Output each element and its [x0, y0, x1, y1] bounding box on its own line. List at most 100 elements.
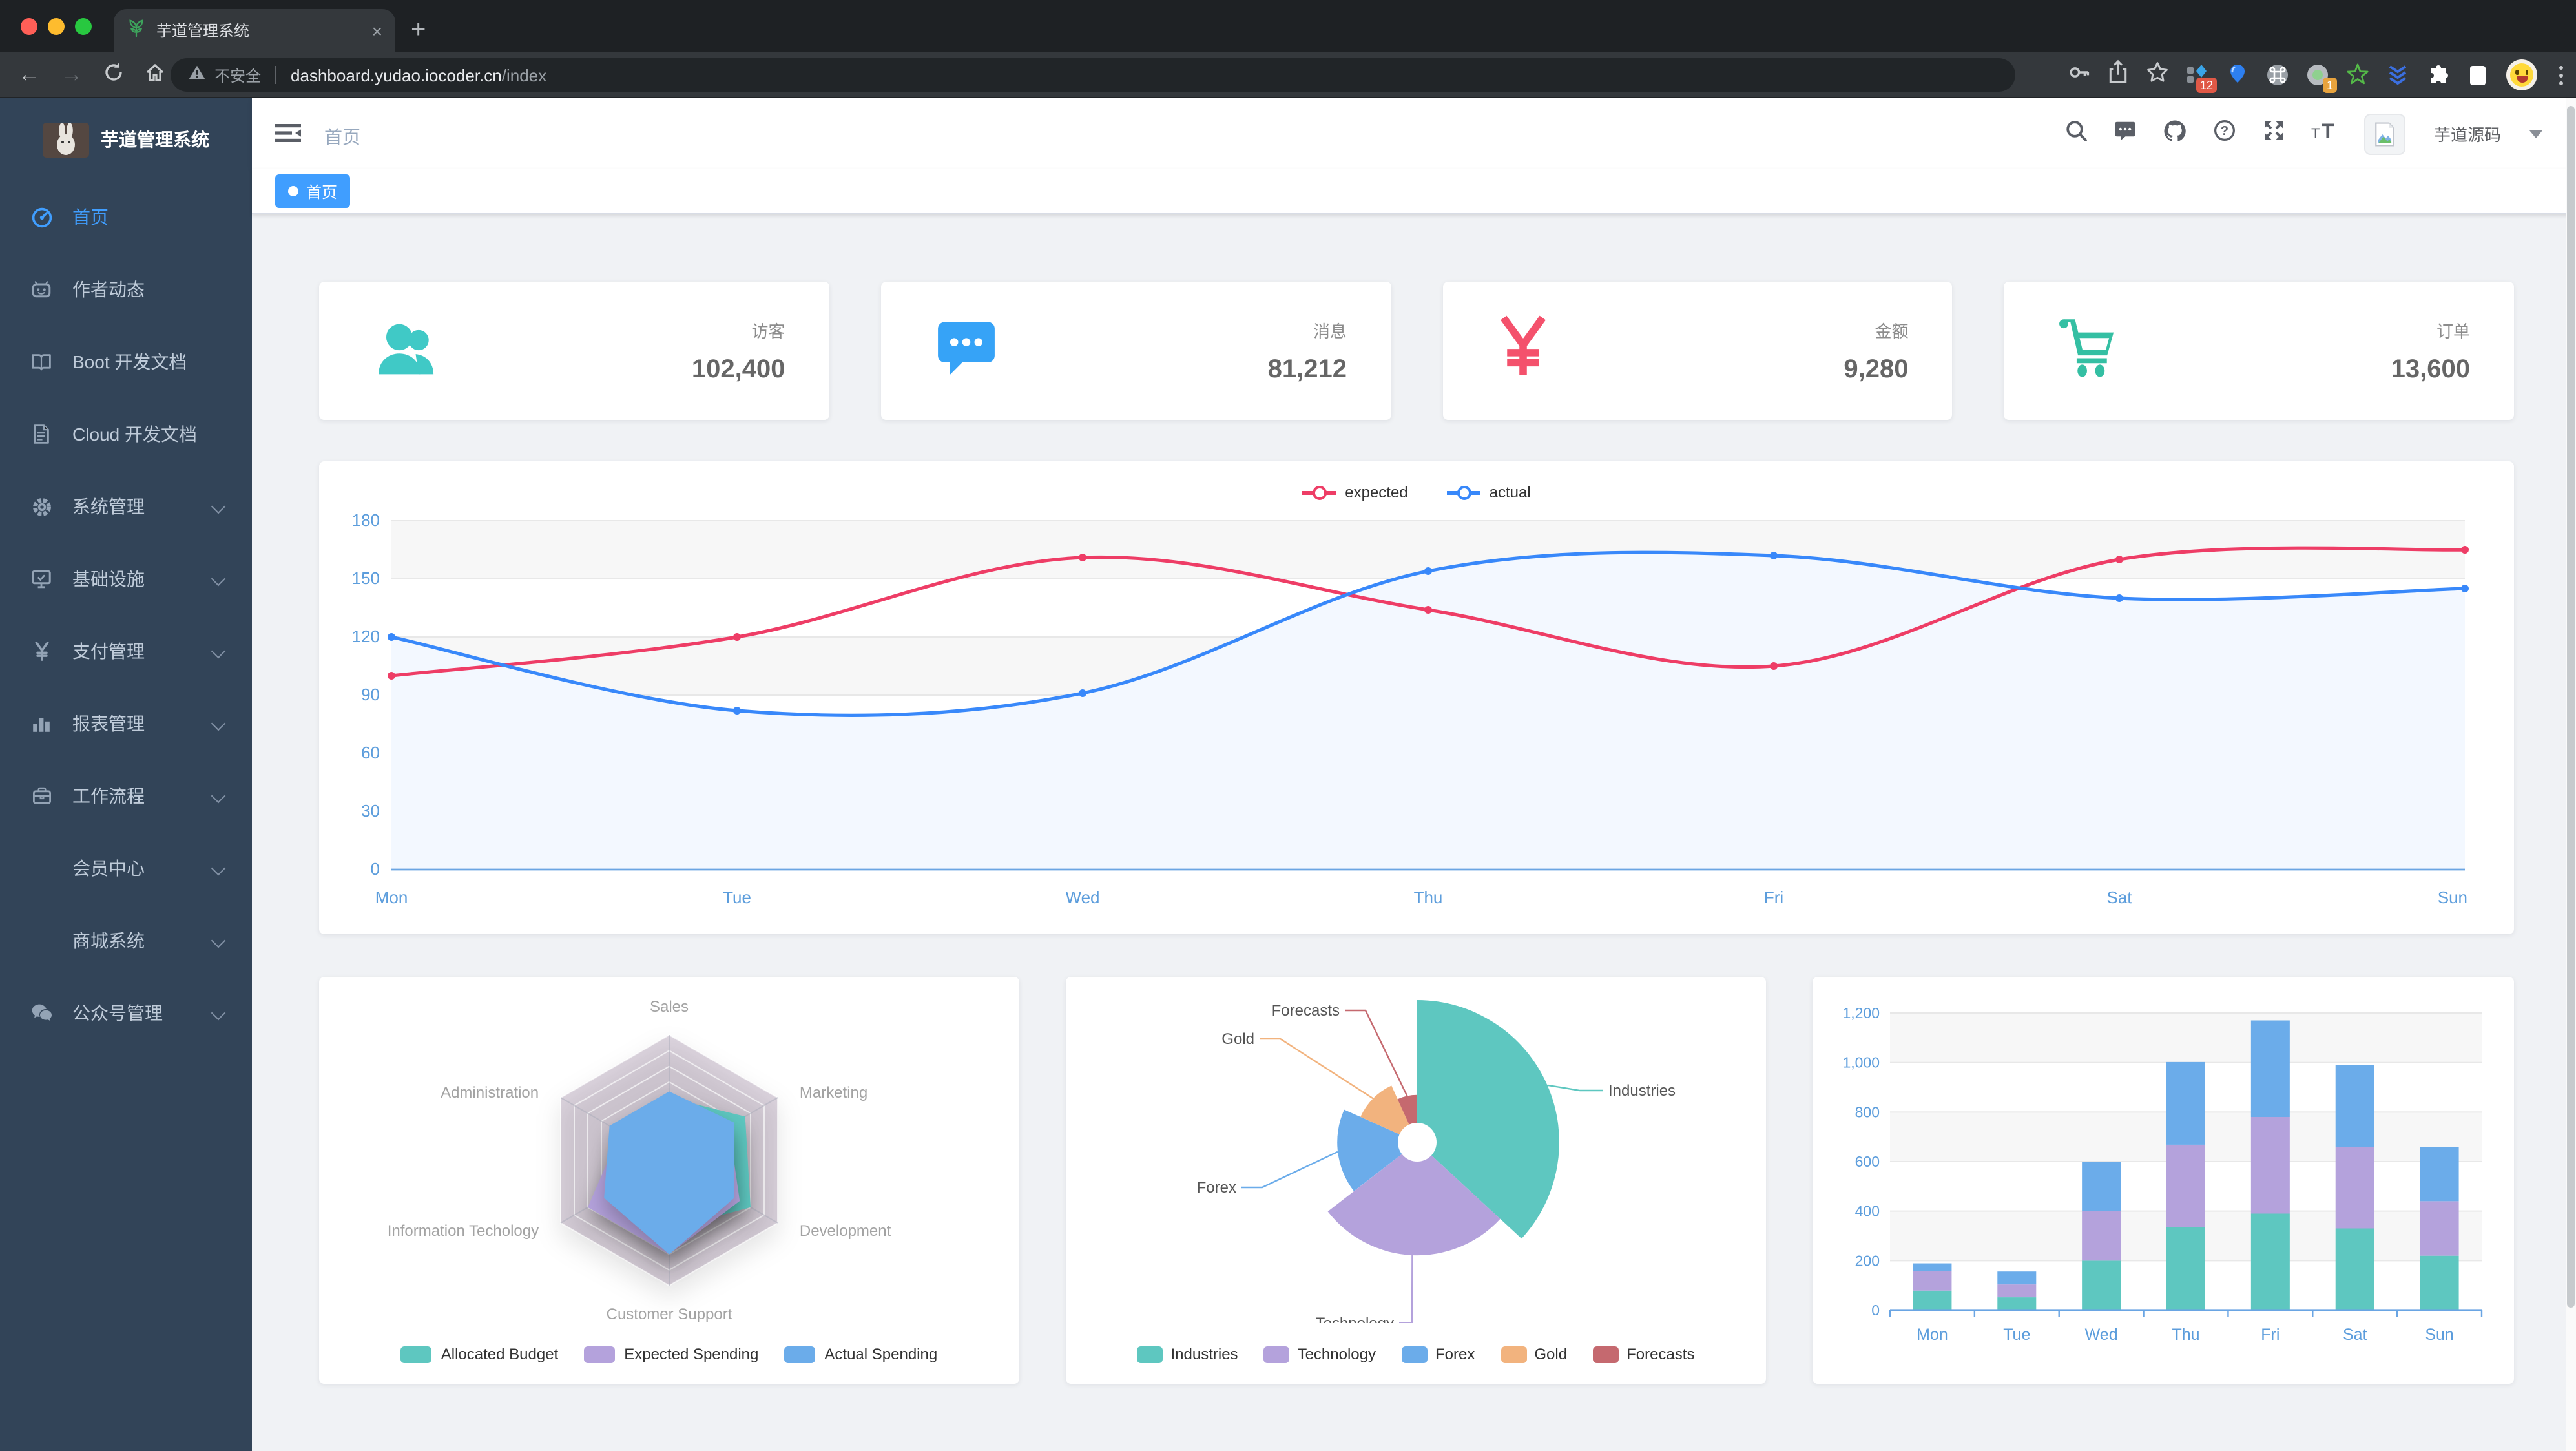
scrollbar-thumb[interactable] [2567, 106, 2575, 1308]
user-name[interactable]: 芋道源码 [2433, 125, 2501, 145]
browser-tab[interactable]: 芋道管理系统 × [114, 9, 395, 52]
stat-cards: 访客 102,400 消息 81,212 金额 9,280 订单 13,600 [319, 282, 2514, 420]
puzzle-extension-icon[interactable] [2426, 63, 2449, 87]
balloon-extension-icon[interactable] [2226, 63, 2249, 87]
stat-card-orders[interactable]: 订单 13,600 [2004, 282, 2514, 420]
monitor-icon [28, 567, 54, 590]
radar-chart: Sales Administration Information Techology… [388, 998, 891, 1323]
sidebar-item-12[interactable]: 公众号管理 [0, 977, 252, 1049]
extension-badge: 12 [2196, 78, 2217, 93]
search-icon[interactable] [2064, 119, 2088, 149]
svg-text:30: 30 [361, 801, 380, 820]
star-icon[interactable] [2146, 60, 2169, 90]
svg-text:180: 180 [352, 510, 380, 530]
help-icon[interactable]: ? [2213, 119, 2236, 149]
close-tab-icon[interactable]: × [371, 20, 382, 41]
svg-text:Thu: Thu [2172, 1326, 2199, 1344]
navbar-actions: ? T T 芋道源码 [2064, 98, 2542, 169]
url-path: /index [501, 65, 547, 85]
legend-item[interactable]: Industries [1137, 1345, 1238, 1363]
kite-extension-icon[interactable]: 12 [2186, 63, 2217, 93]
close-window-button[interactable] [21, 18, 37, 35]
legend-item[interactable]: Expected Spending [584, 1345, 758, 1363]
home-icon[interactable] [145, 61, 165, 89]
browser-menu-icon[interactable] [2559, 65, 2563, 85]
reload-icon[interactable] [103, 61, 124, 89]
sidebar-item-3[interactable]: Boot 开发文档 [0, 326, 252, 398]
new-tab-button[interactable]: + [411, 16, 426, 44]
briefcase-icon [28, 784, 54, 808]
svg-text:Sales: Sales [650, 998, 689, 1016]
stat-value: 81,212 [1267, 355, 1347, 383]
chevrons-extension-icon[interactable] [2386, 63, 2409, 87]
sidebar-item-4[interactable]: Cloud 开发文档 [0, 398, 252, 470]
chevron-down-icon [211, 643, 226, 659]
legend-item[interactable]: actual [1446, 483, 1531, 501]
legend-item[interactable]: Gold [1501, 1345, 1567, 1363]
stat-card-visitors[interactable]: 访客 102,400 [319, 282, 829, 420]
chevron-down-icon [211, 499, 226, 514]
share-icon[interactable] [2107, 59, 2129, 90]
reader-extension-icon[interactable] [2466, 63, 2489, 87]
sidebar-item-1[interactable]: 首页 [0, 181, 252, 253]
svg-text:T: T [2322, 120, 2334, 141]
legend-item[interactable]: Allocated Budget [400, 1345, 558, 1363]
svg-text:Mon: Mon [1916, 1326, 1948, 1344]
app-logo[interactable]: 芋道管理系统 [0, 98, 252, 181]
chevron-down-icon [211, 571, 226, 587]
sidebar-item-9[interactable]: 工作流程 [0, 760, 252, 832]
github-icon[interactable] [2163, 118, 2187, 149]
yen-icon [1494, 313, 1551, 389]
sidebar-item-label: 支付管理 [72, 641, 145, 662]
dashboard-icon [28, 205, 54, 229]
key-icon[interactable] [2067, 60, 2090, 90]
pie-chart-panel: Industries Technology Forex Gold Forecasts I… [1066, 977, 1766, 1384]
svg-text:Fri: Fri [1764, 888, 1783, 907]
window-scrollbar[interactable] [2566, 98, 2576, 1451]
address-bar[interactable]: 不安全 dashboard.yudao.iocoder.cn/index [171, 58, 2015, 92]
stat-label: 金额 [1875, 321, 1909, 340]
chevron-down-icon[interactable] [2529, 130, 2542, 138]
stat-card-messages[interactable]: 消息 81,212 [880, 282, 1391, 420]
zoom-window-button[interactable] [75, 18, 92, 35]
hamburger-icon[interactable] [275, 123, 301, 150]
pie-chart: Industries Technology Forex Gold Forecasts [1197, 1000, 1676, 1332]
svg-text:Information Techology: Information Techology [388, 1222, 539, 1240]
back-icon[interactable]: ← [18, 62, 40, 87]
legend-item[interactable]: expected [1302, 483, 1408, 501]
sidebar-item-label: Boot 开发文档 [72, 351, 187, 372]
stat-card-amount[interactable]: 金额 9,280 [1442, 282, 1953, 420]
sidebar-item-7[interactable]: 支付管理 [0, 615, 252, 687]
legend-item[interactable]: Technology [1263, 1345, 1376, 1363]
svg-text:Sat: Sat [2343, 1326, 2367, 1344]
sidebar-item-11[interactable]: 商城系统 [0, 904, 252, 977]
breadcrumb[interactable]: 首页 [324, 127, 360, 147]
legend-item[interactable]: Forecasts [1593, 1345, 1694, 1363]
message-icon[interactable] [2114, 119, 2137, 149]
tag-home[interactable]: 首页 [275, 174, 351, 208]
user-avatar[interactable] [2363, 113, 2405, 154]
gear-icon [28, 495, 54, 518]
sidebar-item-6[interactable]: 基础设施 [0, 543, 252, 615]
profile-avatar[interactable] [2506, 59, 2537, 90]
command-extension-icon[interactable] [2266, 63, 2289, 87]
logo-image [43, 122, 89, 157]
svg-text:Tue: Tue [2003, 1326, 2030, 1344]
fullscreen-icon[interactable] [2262, 119, 2285, 149]
favicon-plant-icon [127, 17, 146, 43]
legend-item[interactable]: Forex [1402, 1345, 1475, 1363]
svg-text:Thu: Thu [1414, 888, 1443, 907]
minimize-window-button[interactable] [48, 18, 65, 35]
target-extension-icon[interactable]: 1 [2306, 63, 2337, 93]
sidebar-item-8[interactable]: 报表管理 [0, 687, 252, 760]
legend-item[interactable]: Actual Spending [784, 1345, 937, 1363]
sidebar-item-5[interactable]: 系统管理 [0, 470, 252, 543]
sidebar-item-10[interactable]: 会员中心 [0, 832, 252, 904]
sidebar-item-label: 工作流程 [72, 786, 145, 806]
green-star-extension-icon[interactable] [2346, 63, 2369, 87]
sidebar-item-2[interactable]: 作者动态 [0, 253, 252, 326]
tags-view: 首页 [252, 169, 2576, 214]
sidebar-item-label: 系统管理 [72, 496, 145, 517]
